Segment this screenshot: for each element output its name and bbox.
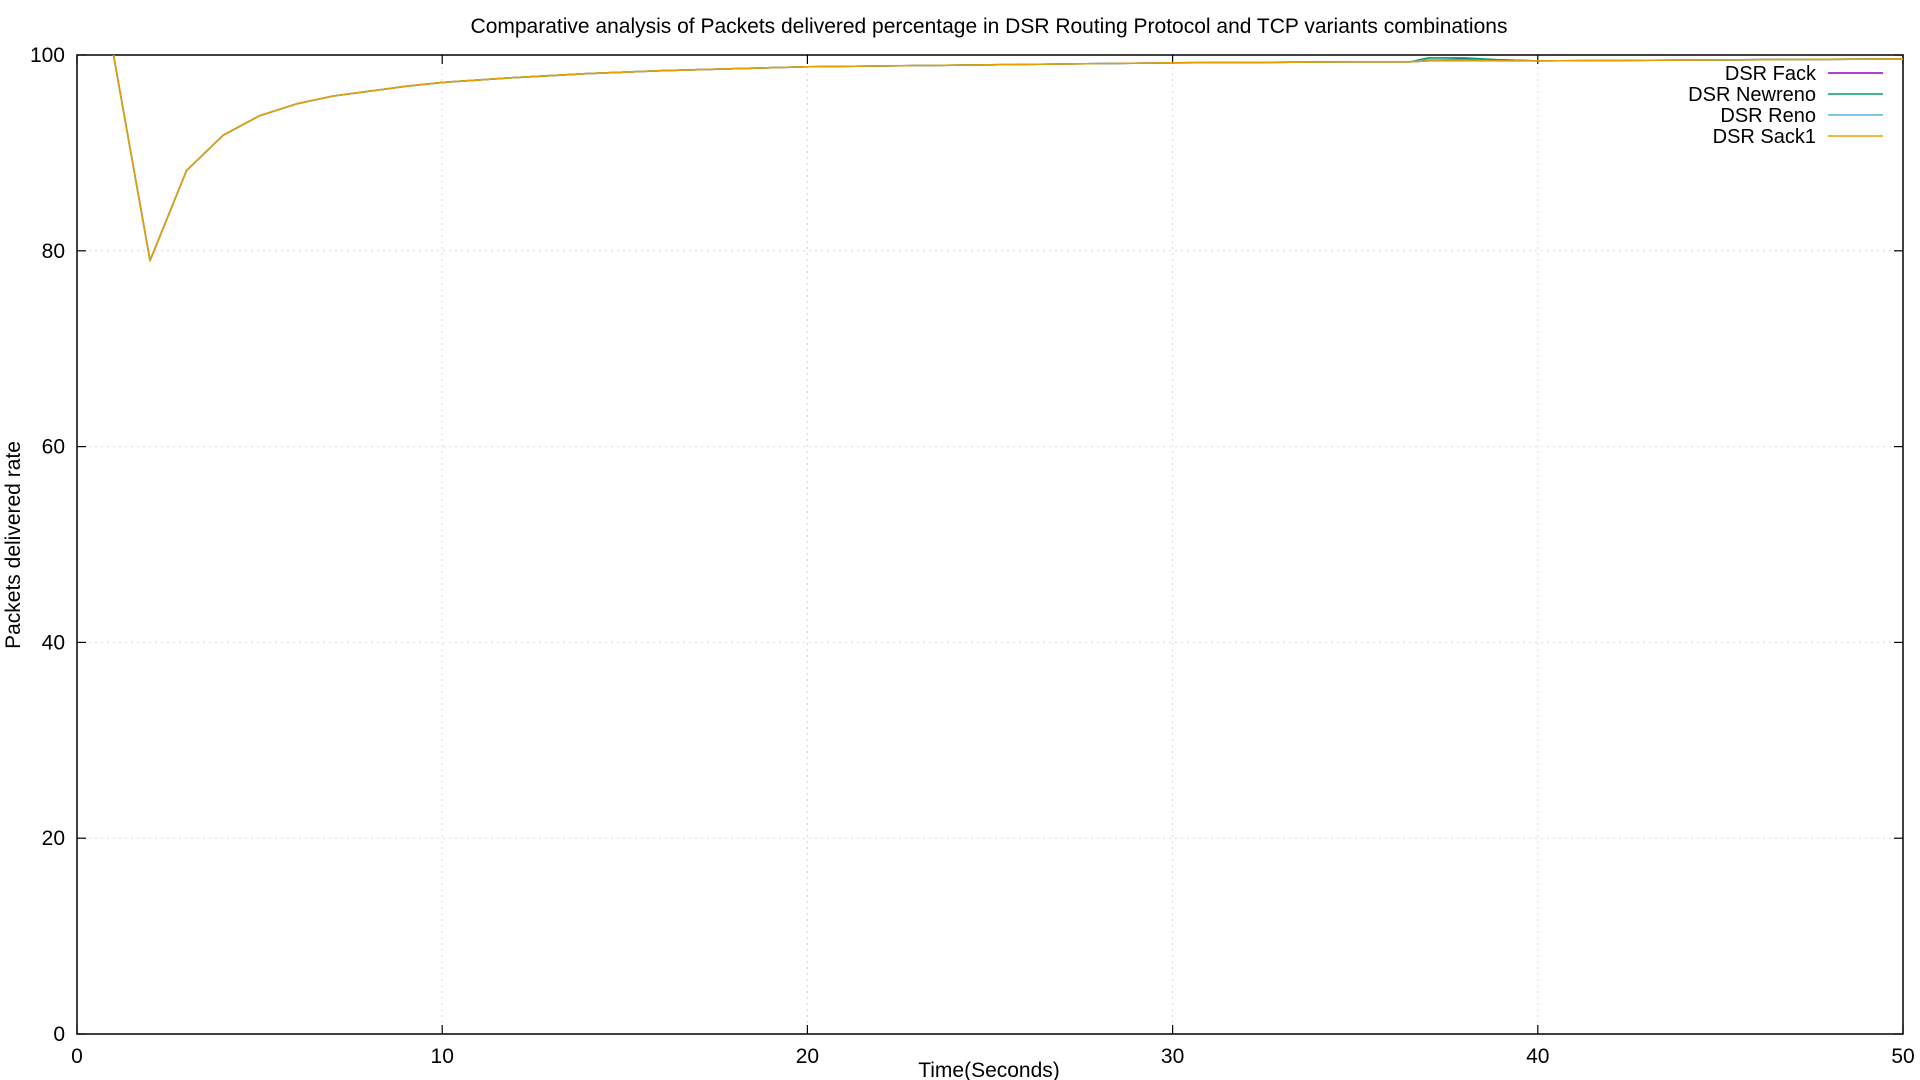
x-tick-label: 0 [71, 1045, 83, 1068]
legend-label: DSR Reno [1720, 105, 1816, 127]
x-tick-label: 50 [1891, 1045, 1914, 1068]
y-tick-label: 40 [42, 631, 65, 654]
legend-label: DSR Newreno [1688, 84, 1816, 106]
series-line-dsr-sack1 [112, 54, 1904, 262]
legend-label: DSR Fack [1725, 63, 1817, 85]
y-tick-label: 60 [42, 436, 65, 459]
x-tick-label: 40 [1526, 1045, 1549, 1068]
y-tick-label: 20 [42, 827, 65, 850]
y-axis-title: Packets delivered rate [2, 441, 25, 649]
series-line-dsr-newreno [112, 54, 1904, 262]
x-tick-label: 30 [1161, 1045, 1184, 1068]
legend-label: DSR Sack1 [1713, 126, 1816, 148]
y-tick-label: 80 [42, 240, 65, 263]
chart-title: Comparative analysis of Packets delivere… [471, 15, 1508, 38]
x-axis: 0 10 20 30 40 50 [71, 55, 1915, 1068]
grid [77, 55, 1903, 1034]
series-lines [112, 54, 1904, 262]
y-axis: 0 20 40 60 80 100 [30, 44, 1903, 1046]
series-line-dsr-reno [112, 54, 1904, 262]
x-axis-title: Time(Seconds) [918, 1059, 1060, 1080]
y-tick-label: 100 [30, 44, 65, 67]
plot-area-frame [76, 54, 1904, 1035]
series-line-dsr-fack [112, 54, 1904, 262]
y-tick-label: 0 [53, 1023, 65, 1046]
x-tick-label: 20 [796, 1045, 819, 1068]
x-tick-label: 10 [431, 1045, 454, 1068]
